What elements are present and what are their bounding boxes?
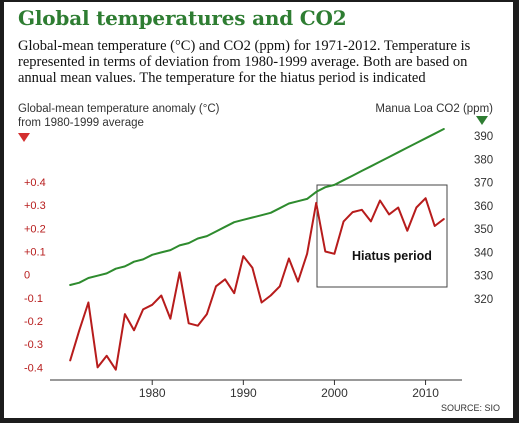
right-tick-label: 320: [474, 294, 493, 306]
left-axis-marker-icon: [18, 133, 30, 142]
left-tick-label: 0: [24, 270, 30, 282]
left-axis-label-line2: from 1980-1999 average: [18, 117, 144, 129]
right-tick-label: 350: [474, 224, 493, 236]
x-tick-label: 1980: [139, 386, 166, 400]
left-tick-label: -0.1: [24, 293, 43, 305]
chart-frame: Global temperatures and CO2 Global-mean …: [4, 2, 513, 418]
chart-subtitle: Global-mean temperature (°C) and CO2 (pp…: [18, 38, 471, 86]
x-tick-label: 2010: [412, 386, 439, 400]
source-note: SOURCE: SIO: [441, 403, 500, 413]
left-tick-label: +0.1: [24, 247, 46, 259]
right-tick-label: 390: [474, 131, 493, 143]
right-tick-label: 370: [474, 178, 493, 190]
right-axis-marker-icon: [476, 116, 488, 125]
left-tick-label: -0.4: [24, 362, 43, 374]
co2-series-line: [69, 128, 445, 286]
left-tick-label: -0.2: [24, 316, 43, 328]
chart-title: Global temperatures and CO2: [18, 6, 347, 30]
left-axis-label-line1: Global-mean temperature anomaly (°C): [18, 103, 220, 115]
left-tick-label: -0.3: [24, 339, 43, 351]
chart-plot: Global-mean temperature anomaly (°C) fro…: [18, 103, 500, 413]
right-tick-label: 330: [474, 271, 493, 283]
temperature-series-line: [69, 197, 445, 371]
right-tick-label: 380: [474, 154, 493, 166]
hiatus-period-label: Hiatus period: [352, 249, 432, 263]
right-tick-label: 360: [474, 201, 493, 213]
right-tick-label: 340: [474, 247, 493, 259]
x-tick-label: 2000: [321, 386, 348, 400]
x-tick-label: 1990: [230, 386, 257, 400]
hiatus-period-box: [316, 184, 448, 288]
left-tick-label: +0.3: [24, 200, 46, 212]
right-axis-label: Manua Loa CO2 (ppm): [375, 103, 493, 115]
left-tick-label: +0.4: [24, 177, 46, 189]
left-tick-label: +0.2: [24, 223, 46, 235]
